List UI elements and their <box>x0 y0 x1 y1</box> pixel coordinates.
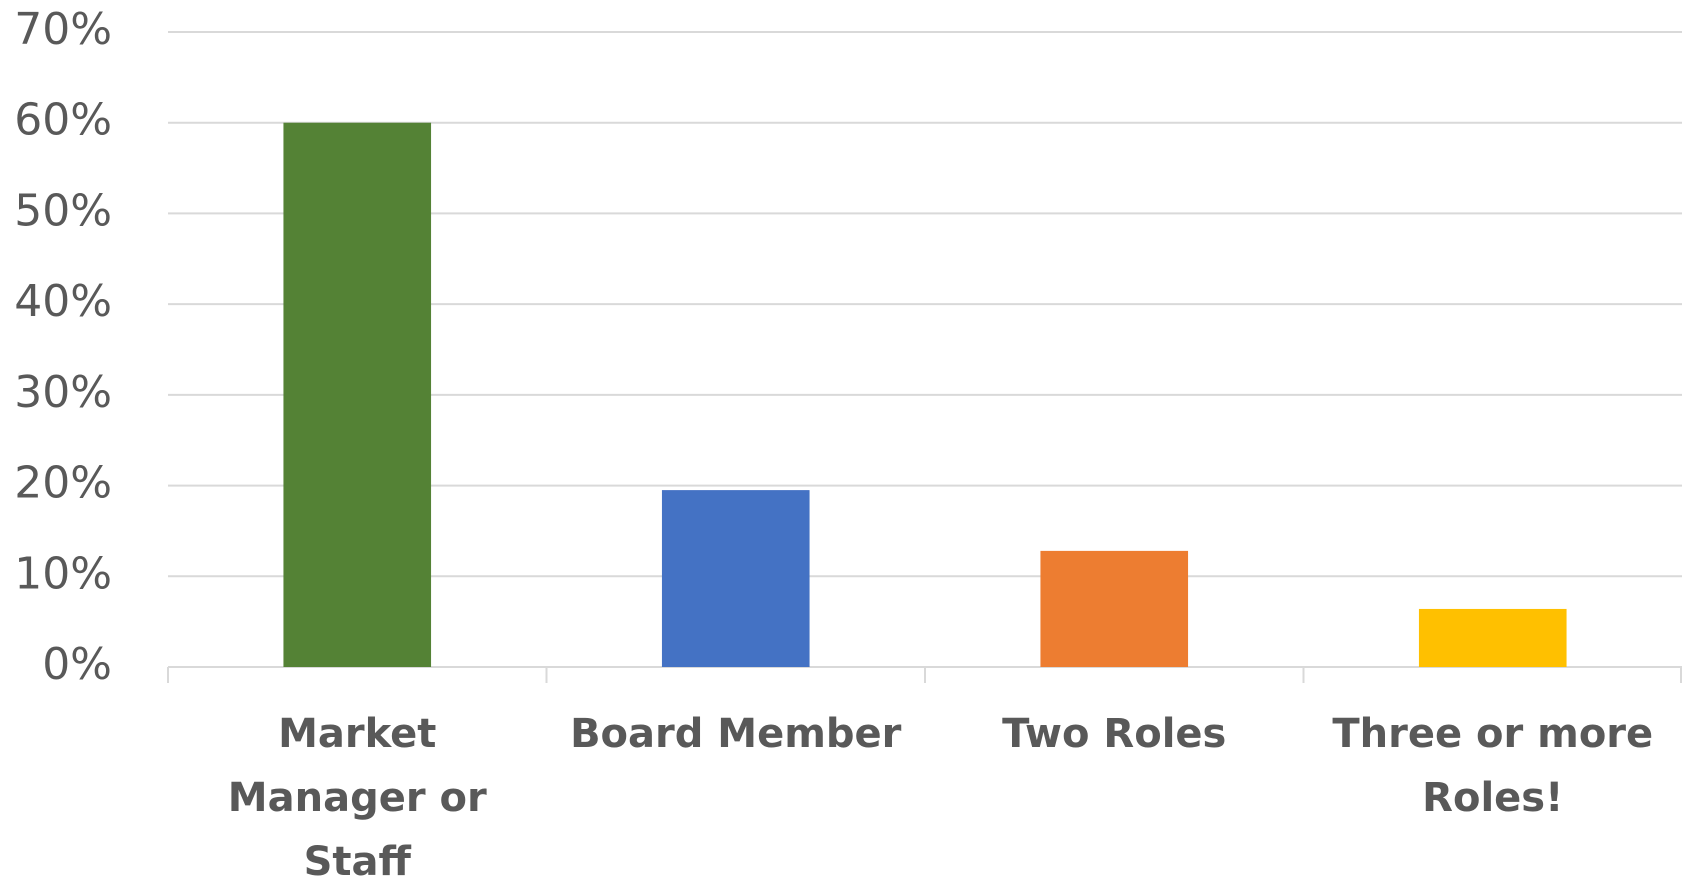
y-tick-label: 0% <box>42 639 112 690</box>
bar <box>1040 550 1189 667</box>
y-tick-label: 20% <box>14 458 112 509</box>
y-tick-label: 10% <box>14 548 112 599</box>
x-tick-label: Market Manager or Staff <box>227 711 487 882</box>
bar <box>283 122 432 667</box>
y-tick-label: 40% <box>14 276 112 327</box>
x-tick-label: Two Roles <box>1002 711 1227 757</box>
x-tick-label: Board Member <box>570 711 902 757</box>
y-tick-label: 70% <box>14 4 112 55</box>
y-tick-label: 30% <box>14 367 112 418</box>
y-tick-label: 60% <box>14 95 112 146</box>
y-tick-label: 50% <box>14 185 112 236</box>
x-tick-label: Three or more Roles! <box>1332 711 1654 821</box>
bar <box>1418 608 1567 667</box>
bar <box>661 490 810 667</box>
